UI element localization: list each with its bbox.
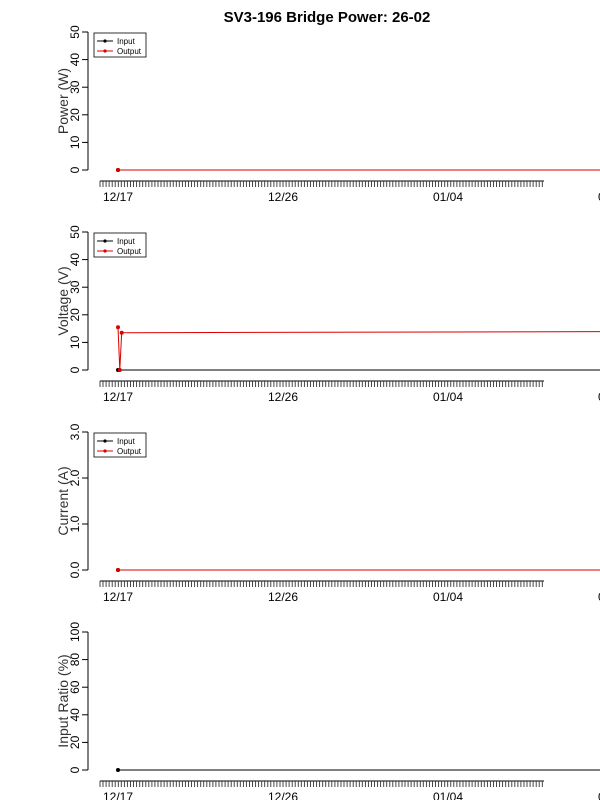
legend-marker: [103, 239, 107, 243]
panel-ratio: 0 20 40 60 80 100 Input Ratio (%) 12/17 12/26 01/…: [55, 622, 600, 800]
legend-marker: [103, 249, 107, 253]
x-tick-label: 12/26: [268, 390, 298, 404]
legend-label: Input: [117, 237, 136, 246]
y-axis-label: Input Ratio (%): [55, 654, 71, 747]
x-tick-label: 01/13: [598, 790, 600, 800]
y-tick-label: 10: [68, 135, 82, 149]
x-tick-label: 01/04: [433, 590, 463, 604]
x-tick-label: 12/26: [268, 590, 298, 604]
chart-panels: 0 10 20 30 40 50 Power (W) 12/17 12/26 01/04 01/13…: [55, 25, 600, 800]
y-tick-label: 20: [68, 108, 82, 122]
x-tick-label: 01/04: [433, 390, 463, 404]
legend-label: Output: [117, 447, 142, 456]
y-tick-label: 0: [68, 366, 82, 373]
data-point: [116, 768, 120, 772]
legend-box: [93, 232, 147, 258]
legend-marker: [103, 49, 107, 53]
data-point: [116, 168, 120, 172]
x-tick-label: 01/13: [598, 390, 600, 404]
y-axis-label: Current (A): [55, 466, 71, 535]
x-tick-label: 01/04: [433, 190, 463, 204]
y-axis-label: Power (W): [55, 68, 71, 134]
y-tick-label: 50: [68, 225, 82, 239]
y-tick-label: 40: [68, 253, 82, 267]
x-tick-label: 12/26: [268, 790, 298, 800]
legend-marker: [103, 449, 107, 453]
legend-label: Input: [117, 437, 136, 446]
y-tick-label: 60: [68, 680, 82, 694]
data-point: [116, 568, 120, 572]
x-tick-label: 12/17: [103, 590, 133, 604]
x-tick-label: 01/13: [598, 190, 600, 204]
legend-marker: [103, 439, 107, 443]
series-line-output: [117, 327, 600, 371]
data-point: [117, 368, 122, 372]
y-tick-label: 40: [68, 53, 82, 67]
data-point: [119, 330, 124, 335]
x-tick-label: 01/13: [598, 590, 600, 604]
y-tick-label: 0.0: [68, 561, 82, 578]
x-tick-label: 12/17: [103, 190, 133, 204]
x-tick-label: 12/26: [268, 190, 298, 204]
y-tick-label: 0: [68, 166, 82, 173]
legend-label: Input: [117, 37, 136, 46]
y-tick-label: 0: [68, 766, 82, 773]
x-tick-label: 01/04: [433, 790, 463, 800]
chart-title: SV3-196 Bridge Power: 26-02: [224, 9, 431, 26]
y-tick-label: 100: [68, 622, 82, 642]
legend-box: [93, 432, 147, 458]
panel-voltage: 0 10 20 30 40 50 Voltage (V) 12/17 12/26 01/04 01/…: [55, 225, 600, 404]
x-tick-label: 12/17: [103, 390, 133, 404]
y-tick-label: 2.0: [68, 469, 82, 486]
y-axis-label: Voltage (V): [55, 266, 71, 335]
y-tick-label: 1.0: [68, 515, 82, 532]
y-tick-label: 30: [68, 80, 82, 94]
y-tick-label: 80: [68, 653, 82, 667]
legend-label: Output: [117, 47, 142, 56]
y-tick-label: 20: [68, 308, 82, 322]
y-tick-label: 10: [68, 335, 82, 349]
x-tick-label: 12/17: [103, 790, 133, 800]
y-tick-label: 3.0: [68, 423, 82, 440]
panel-power: 0 10 20 30 40 50 Power (W) 12/17 12/26 01/04 01/13…: [55, 25, 600, 204]
y-tick-label: 40: [68, 708, 82, 722]
y-tick-label: 30: [68, 280, 82, 294]
legend-marker: [103, 39, 107, 43]
panel-current: 0.0 1.0 2.0 3.0 Current (A) 12/17 12/26 01/04 01…: [55, 423, 600, 604]
legend-label: Output: [117, 247, 142, 256]
y-tick-label: 20: [68, 735, 82, 749]
legend-box: [93, 32, 147, 58]
y-tick-label: 50: [68, 25, 82, 39]
data-point: [116, 325, 120, 330]
